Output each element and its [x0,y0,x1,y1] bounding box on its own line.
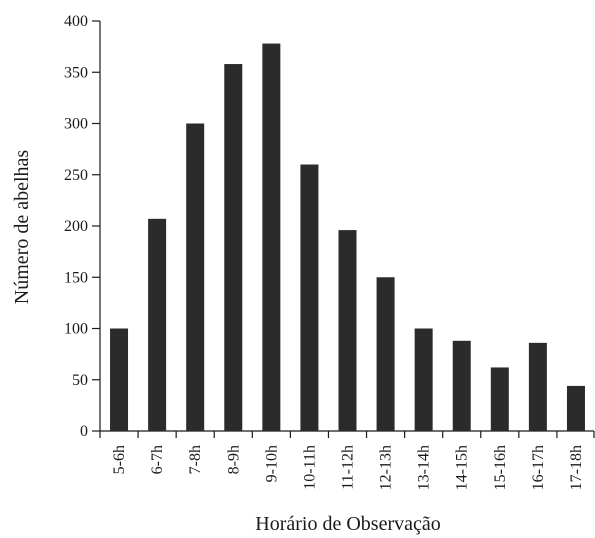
x-tick-label: 12-13h [378,445,395,490]
bar-14-15h [452,340,471,431]
y-tick-label: 250 [64,167,88,184]
x-tick-label: 14-15h [454,445,471,490]
y-tick-label: 400 [64,13,88,30]
bar-9-10h [262,43,281,432]
x-tick-label: 10-11h [301,445,318,490]
bar-12-13h [376,277,395,431]
bar-8-9h [224,64,243,432]
x-tick-label: 11-12h [340,445,357,490]
x-tick-label: 6-7h [149,445,166,474]
y-axis: 0 50 100 150 200 250 300 350 400 [64,13,101,440]
bar-13-14h [414,328,433,431]
bar-11-12h [338,230,357,431]
bar-7-8h [186,123,205,431]
y-tick-label: 100 [64,321,88,338]
x-tick-label: 16-17h [530,445,547,490]
y-tick-label: 300 [64,116,88,133]
x-tick-label: 8-9h [225,445,242,474]
bar-5-6h [110,328,129,431]
y-tick-label: 200 [64,218,88,235]
bar-10-11h [300,164,319,431]
bars [110,43,585,432]
bar-16-17h [528,342,547,431]
bar-17-18h [566,385,585,431]
y-tick-label: 0 [80,423,88,440]
y-axis-title: Número de abelhas [11,150,33,305]
bar-6-7h [148,218,167,431]
x-tick-label: 5-6h [111,445,128,474]
x-tick-label: 9-10h [263,445,280,482]
x-axis: 5-6h 6-7h 7-8h 8-9h 9-10h 10-11h 11-12h 12-13h 1… [99,430,595,490]
bar-15-16h [490,367,509,431]
x-axis-title: Horário de Observação [255,513,440,535]
y-tick-label: 350 [64,64,88,81]
x-tick-label: 17-18h [568,445,585,490]
x-tick-label: 15-16h [492,445,509,490]
x-tick-label: 13-14h [416,445,433,490]
y-tick-label: 50 [72,372,88,389]
x-tick-label: 7-8h [187,445,204,474]
y-tick-label: 150 [64,269,88,286]
